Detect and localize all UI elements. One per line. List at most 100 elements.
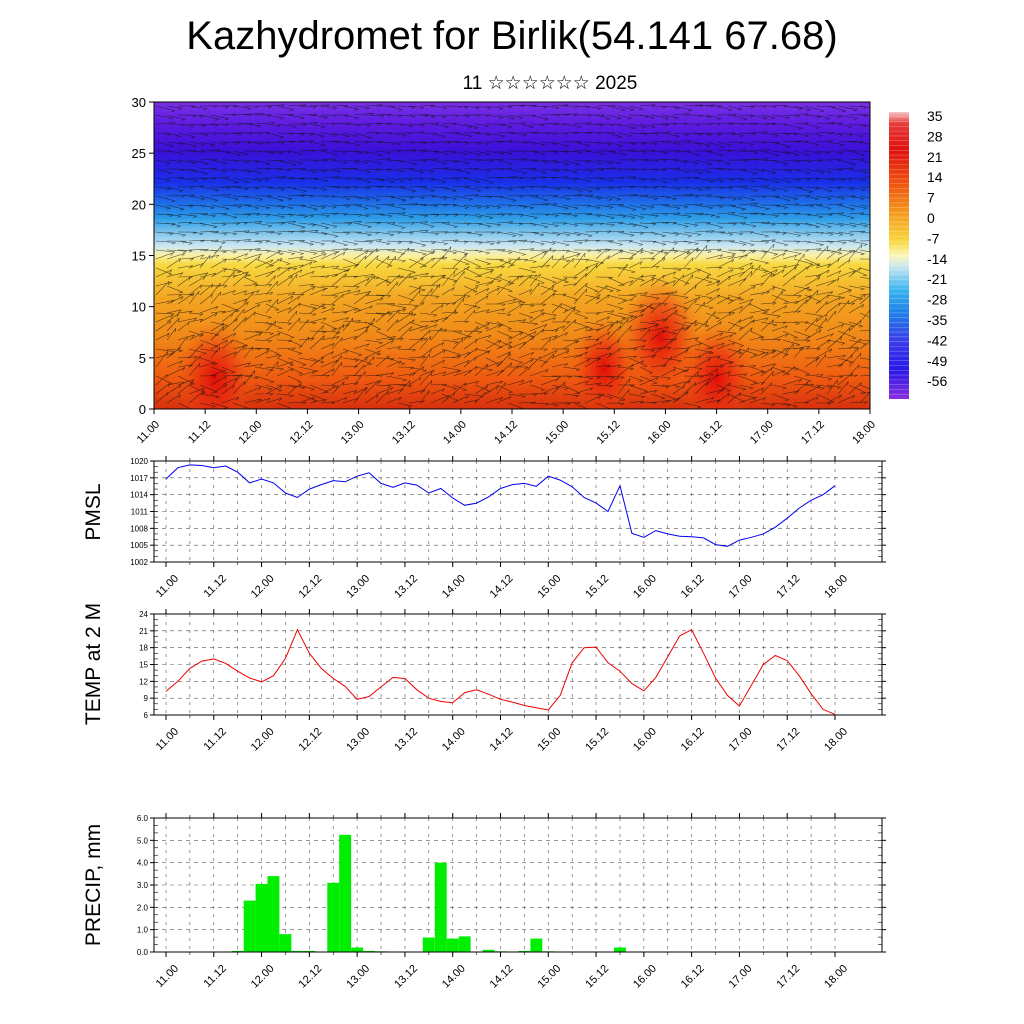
colorbar-label: 21 — [927, 149, 943, 165]
y-tick-label: 18 — [139, 644, 148, 653]
precip-bar — [482, 949, 495, 952]
x-tick-label: 16.00 — [631, 573, 659, 601]
y-tick-label: 1005 — [130, 541, 148, 550]
y-tick-label: 0.0 — [137, 948, 149, 957]
y-tick-label: 10 — [132, 300, 146, 315]
y-axis-label: PMSL — [82, 483, 105, 540]
y-tick-label: 1008 — [130, 524, 148, 533]
y-axis-label: PRECIP, mm — [82, 824, 105, 946]
y-tick-label: 1014 — [130, 491, 148, 500]
precip-bar — [446, 938, 459, 952]
x-tick-label: 15.00 — [535, 963, 563, 991]
panel-precip-mm: 0.0 1.0 2.0 3.0 4.0 5.0 6.0 11.00 11.12 12.00 12.1… — [82, 813, 886, 991]
precip-bar — [363, 950, 375, 952]
colorbar-label: -42 — [927, 332, 947, 348]
y-tick-label: 21 — [139, 627, 148, 636]
colorbar-label: -14 — [927, 251, 947, 267]
warm-spot — [570, 317, 638, 409]
colorbar-label: -7 — [927, 230, 940, 246]
x-tick-label: 18.00 — [850, 419, 878, 447]
x-tick-label: 11.12 — [186, 419, 213, 446]
panel-temp-at-2-m: 6 9 12 15 18 21 24 11.00 11.12 12.00 12.12 13.00 13.… — [82, 603, 886, 754]
y-tick-label: 1.0 — [137, 926, 149, 935]
x-tick-label: 14.00 — [440, 726, 468, 754]
y-tick-label: 5.0 — [137, 836, 149, 845]
y-tick-label: 3.0 — [137, 881, 149, 890]
colorbar-label: -49 — [927, 353, 947, 369]
x-tick-label: 17.12 — [774, 726, 802, 754]
precip-bar — [530, 938, 543, 952]
x-tick-label: 11.12 — [202, 963, 229, 990]
y-tick-label: 4.0 — [137, 859, 149, 868]
x-tick-label: 14.12 — [488, 726, 516, 754]
precip-bar — [327, 882, 340, 952]
colorbar-label: -56 — [927, 373, 947, 389]
x-tick-label: 11.00 — [154, 573, 181, 600]
x-tick-label: 16.00 — [631, 726, 659, 754]
colorbar-label: 28 — [927, 128, 943, 144]
x-tick-label: 17.00 — [727, 963, 755, 991]
x-tick-label: 18.00 — [822, 726, 850, 754]
precip-bar — [339, 834, 352, 953]
temp-line — [165, 628, 836, 715]
x-tick-label: 16.00 — [631, 963, 659, 991]
x-tick-label: 15.12 — [583, 573, 611, 601]
x-tick-label: 15.12 — [583, 963, 611, 991]
x-tick-label: 15.12 — [583, 726, 611, 754]
x-tick-label: 15.00 — [535, 726, 563, 754]
precip-bar — [458, 936, 471, 952]
panel-pmsl: 1002 1005 1008 1011 1014 1017 1020 11.00 11.12 12… — [82, 456, 886, 601]
x-tick-label: 11.00 — [154, 726, 181, 753]
x-tick-label: 12.12 — [297, 573, 325, 601]
x-tick-label: 16.00 — [646, 419, 674, 447]
x-tick-label: 11.00 — [154, 963, 181, 990]
x-tick-label: 12.00 — [249, 573, 277, 601]
y-tick-label: 9 — [144, 694, 149, 703]
colorbar-label: 35 — [927, 108, 943, 124]
page-subtitle: 11 ☆☆☆☆☆☆ 2025 — [462, 73, 638, 94]
x-tick-label: 17.12 — [774, 573, 802, 601]
x-tick-label: 16.12 — [679, 963, 707, 991]
warm-spot — [176, 320, 255, 409]
x-tick-label: 13.00 — [339, 419, 367, 447]
y-tick-label: 5 — [139, 351, 146, 366]
panel-frame — [153, 817, 883, 953]
x-tick-label: 12.12 — [297, 963, 325, 991]
x-tick-label: 15.00 — [543, 419, 571, 447]
y-axis-label: TEMP at 2 M — [82, 603, 105, 725]
x-tick-label: 13.12 — [392, 726, 420, 754]
y-tick-label: 1002 — [130, 558, 148, 567]
precip-bar — [279, 934, 292, 952]
y-tick-label: 1011 — [131, 508, 149, 517]
x-tick-label: 17.00 — [727, 726, 755, 754]
x-tick-label: 13.00 — [344, 573, 372, 601]
y-tick-label: 6 — [144, 711, 149, 720]
y-tick-label: 6.0 — [137, 814, 149, 823]
x-tick-label: 11.12 — [202, 573, 229, 600]
precip-bar — [614, 947, 626, 952]
y-tick-label: 2.0 — [137, 903, 149, 912]
x-tick-label: 13.00 — [344, 963, 372, 991]
colorbar-label: -21 — [927, 271, 947, 287]
colorbar-steps — [889, 116, 909, 395]
y-tick-label: 12 — [139, 677, 148, 686]
y-tick-label: 15 — [132, 249, 146, 264]
y-tick-label: 1020 — [130, 457, 148, 466]
precip-bar — [351, 947, 364, 952]
y-tick-label: 1017 — [130, 474, 148, 483]
x-tick-label: 15.00 — [535, 573, 563, 601]
y-tick-label: 25 — [132, 146, 146, 161]
colorbar-label: 7 — [927, 190, 935, 206]
y-tick-label: 30 — [132, 95, 146, 110]
x-tick-label: 17.12 — [799, 419, 827, 447]
colorbar-label: -35 — [927, 312, 947, 328]
x-tick-label: 14.00 — [440, 573, 468, 601]
x-tick-label: 17.00 — [748, 419, 776, 447]
x-tick-label: 13.00 — [344, 726, 372, 754]
y-tick-label: 0 — [139, 402, 146, 417]
precip-bar — [422, 937, 435, 952]
precip-bar — [267, 876, 280, 952]
page-title: Kazhydromet for Birlik(54.141 67.68) — [186, 14, 838, 58]
wind-vector-paths — [155, 104, 870, 409]
x-tick-label: 13.12 — [390, 419, 418, 447]
